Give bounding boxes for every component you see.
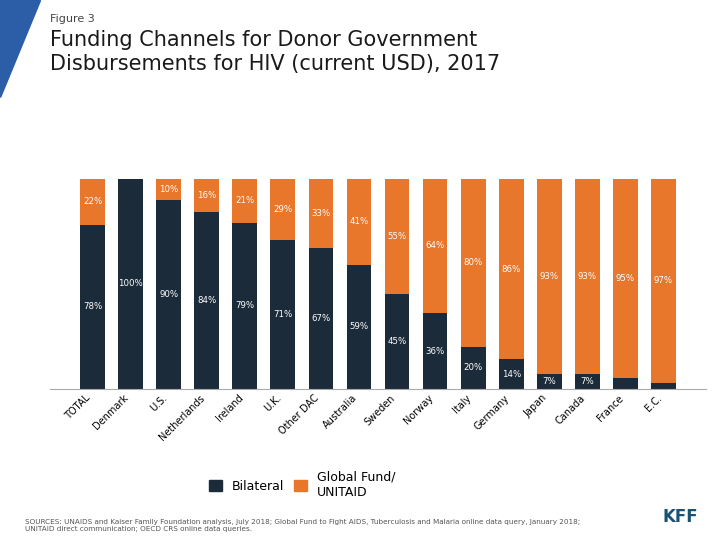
Text: 78%: 78% [83,302,102,312]
Text: 95%: 95% [616,274,635,283]
Text: 93%: 93% [540,272,559,281]
Text: 59%: 59% [349,322,369,332]
Text: SOURCES: UNAIDS and Kaiser Family Foundation analysis, July 2018; Global Fund to: SOURCES: UNAIDS and Kaiser Family Founda… [25,519,580,532]
Text: 14%: 14% [502,369,521,379]
Text: 71%: 71% [273,310,292,319]
Text: 36%: 36% [426,347,445,355]
Bar [346,179,372,265]
Bar [537,179,562,374]
Text: 16%: 16% [197,191,216,200]
Text: 41%: 41% [349,217,369,226]
Bar [423,179,447,313]
Text: 97%: 97% [654,276,673,285]
Text: 86%: 86% [502,265,521,274]
Bar [499,179,523,360]
Bar [461,179,485,347]
Text: 90%: 90% [159,290,179,299]
Text: 67%: 67% [311,314,330,323]
Text: 10%: 10% [159,185,179,194]
Bar [384,179,410,294]
Bar [613,179,638,379]
Text: 55%: 55% [387,232,407,241]
Bar [156,200,181,389]
Text: KFF: KFF [662,509,698,526]
Text: 45%: 45% [387,337,407,346]
Bar [80,225,105,389]
Text: 93%: 93% [577,272,597,281]
Bar [575,374,600,389]
Text: 33%: 33% [311,209,330,218]
Legend: Bilateral, Global Fund/
UNITAID: Bilateral, Global Fund/ UNITAID [210,471,395,498]
Bar [118,179,143,389]
Text: Figure 3: Figure 3 [50,14,95,24]
Text: 21%: 21% [235,197,254,205]
Bar [194,179,219,212]
Text: 100%: 100% [118,279,143,288]
Bar [651,179,676,382]
Bar [194,212,219,389]
Bar [384,294,410,389]
Bar [156,179,181,200]
Bar [271,240,295,389]
Bar [309,248,333,389]
Text: 84%: 84% [197,296,216,305]
Text: 7%: 7% [580,377,594,386]
Text: 80%: 80% [464,258,483,267]
Bar [423,313,447,389]
Bar [575,179,600,374]
Bar [537,374,562,389]
Bar [613,379,638,389]
Bar [309,179,333,248]
Text: 64%: 64% [426,241,445,251]
Bar [346,265,372,389]
Text: 22%: 22% [83,198,102,206]
Bar [80,179,105,225]
Text: 7%: 7% [542,377,556,386]
Bar [233,223,257,389]
Bar [499,360,523,389]
Bar [461,347,485,389]
Bar [233,179,257,223]
Text: 29%: 29% [274,205,292,214]
Text: 20%: 20% [464,363,483,372]
Text: 79%: 79% [235,301,254,310]
Bar [271,179,295,240]
Text: Funding Channels for Donor Government
Disbursements for HIV (current USD), 2017: Funding Channels for Donor Government Di… [50,30,500,73]
Bar [651,382,676,389]
